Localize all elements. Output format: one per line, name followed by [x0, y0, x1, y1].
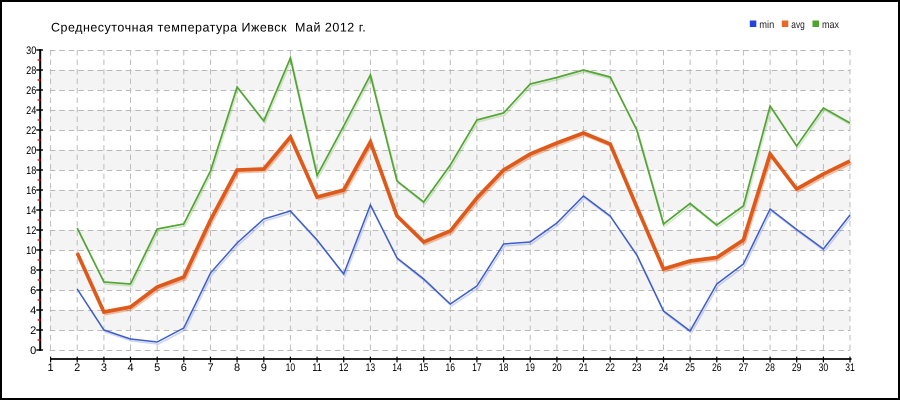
- svg-text:8: 8: [234, 362, 240, 374]
- svg-text:24: 24: [659, 362, 669, 374]
- svg-text:9: 9: [261, 362, 267, 374]
- svg-text:16: 16: [26, 185, 36, 197]
- svg-text:Среднесуточная температура Иже: Среднесуточная температура Ижевск Май 20…: [51, 21, 366, 35]
- svg-text:3: 3: [101, 362, 107, 374]
- svg-text:max: max: [822, 19, 840, 31]
- svg-text:4: 4: [127, 362, 133, 374]
- svg-text:7: 7: [207, 362, 213, 374]
- svg-text:23: 23: [632, 362, 642, 374]
- svg-text:27: 27: [739, 362, 749, 374]
- svg-text:30: 30: [26, 45, 36, 57]
- svg-text:14: 14: [392, 362, 402, 374]
- svg-text:11: 11: [312, 362, 322, 374]
- svg-text:5: 5: [154, 362, 160, 374]
- svg-text:20: 20: [552, 362, 562, 374]
- svg-text:29: 29: [792, 362, 802, 374]
- svg-text:1: 1: [48, 362, 54, 374]
- svg-text:25: 25: [685, 362, 695, 374]
- svg-text:13: 13: [366, 362, 376, 374]
- svg-text:4: 4: [30, 305, 36, 317]
- svg-text:17: 17: [472, 362, 482, 374]
- svg-text:28: 28: [765, 362, 775, 374]
- svg-text:22: 22: [605, 362, 615, 374]
- svg-text:18: 18: [499, 362, 509, 374]
- svg-text:26: 26: [26, 85, 36, 97]
- svg-text:28: 28: [26, 65, 36, 77]
- svg-text:12: 12: [339, 362, 349, 374]
- svg-text:24: 24: [26, 105, 36, 117]
- svg-text:14: 14: [26, 205, 36, 217]
- svg-text:8: 8: [30, 265, 36, 277]
- svg-text:31: 31: [845, 362, 855, 374]
- svg-text:10: 10: [26, 245, 36, 257]
- svg-text:10: 10: [286, 362, 296, 374]
- svg-text:avg: avg: [791, 19, 805, 31]
- svg-text:2: 2: [74, 362, 80, 374]
- svg-text:18: 18: [26, 165, 36, 177]
- svg-text:12: 12: [26, 225, 36, 237]
- svg-text:19: 19: [525, 362, 535, 374]
- svg-text:min: min: [759, 19, 774, 31]
- svg-text:6: 6: [181, 362, 187, 374]
- svg-text:30: 30: [819, 362, 829, 374]
- svg-text:15: 15: [419, 362, 429, 374]
- svg-text:22: 22: [26, 125, 36, 137]
- svg-text:0: 0: [30, 345, 36, 357]
- svg-text:2: 2: [30, 325, 36, 337]
- svg-text:21: 21: [579, 362, 589, 374]
- svg-text:6: 6: [30, 285, 36, 297]
- svg-text:26: 26: [712, 362, 722, 374]
- svg-text:16: 16: [446, 362, 456, 374]
- svg-text:20: 20: [26, 145, 36, 157]
